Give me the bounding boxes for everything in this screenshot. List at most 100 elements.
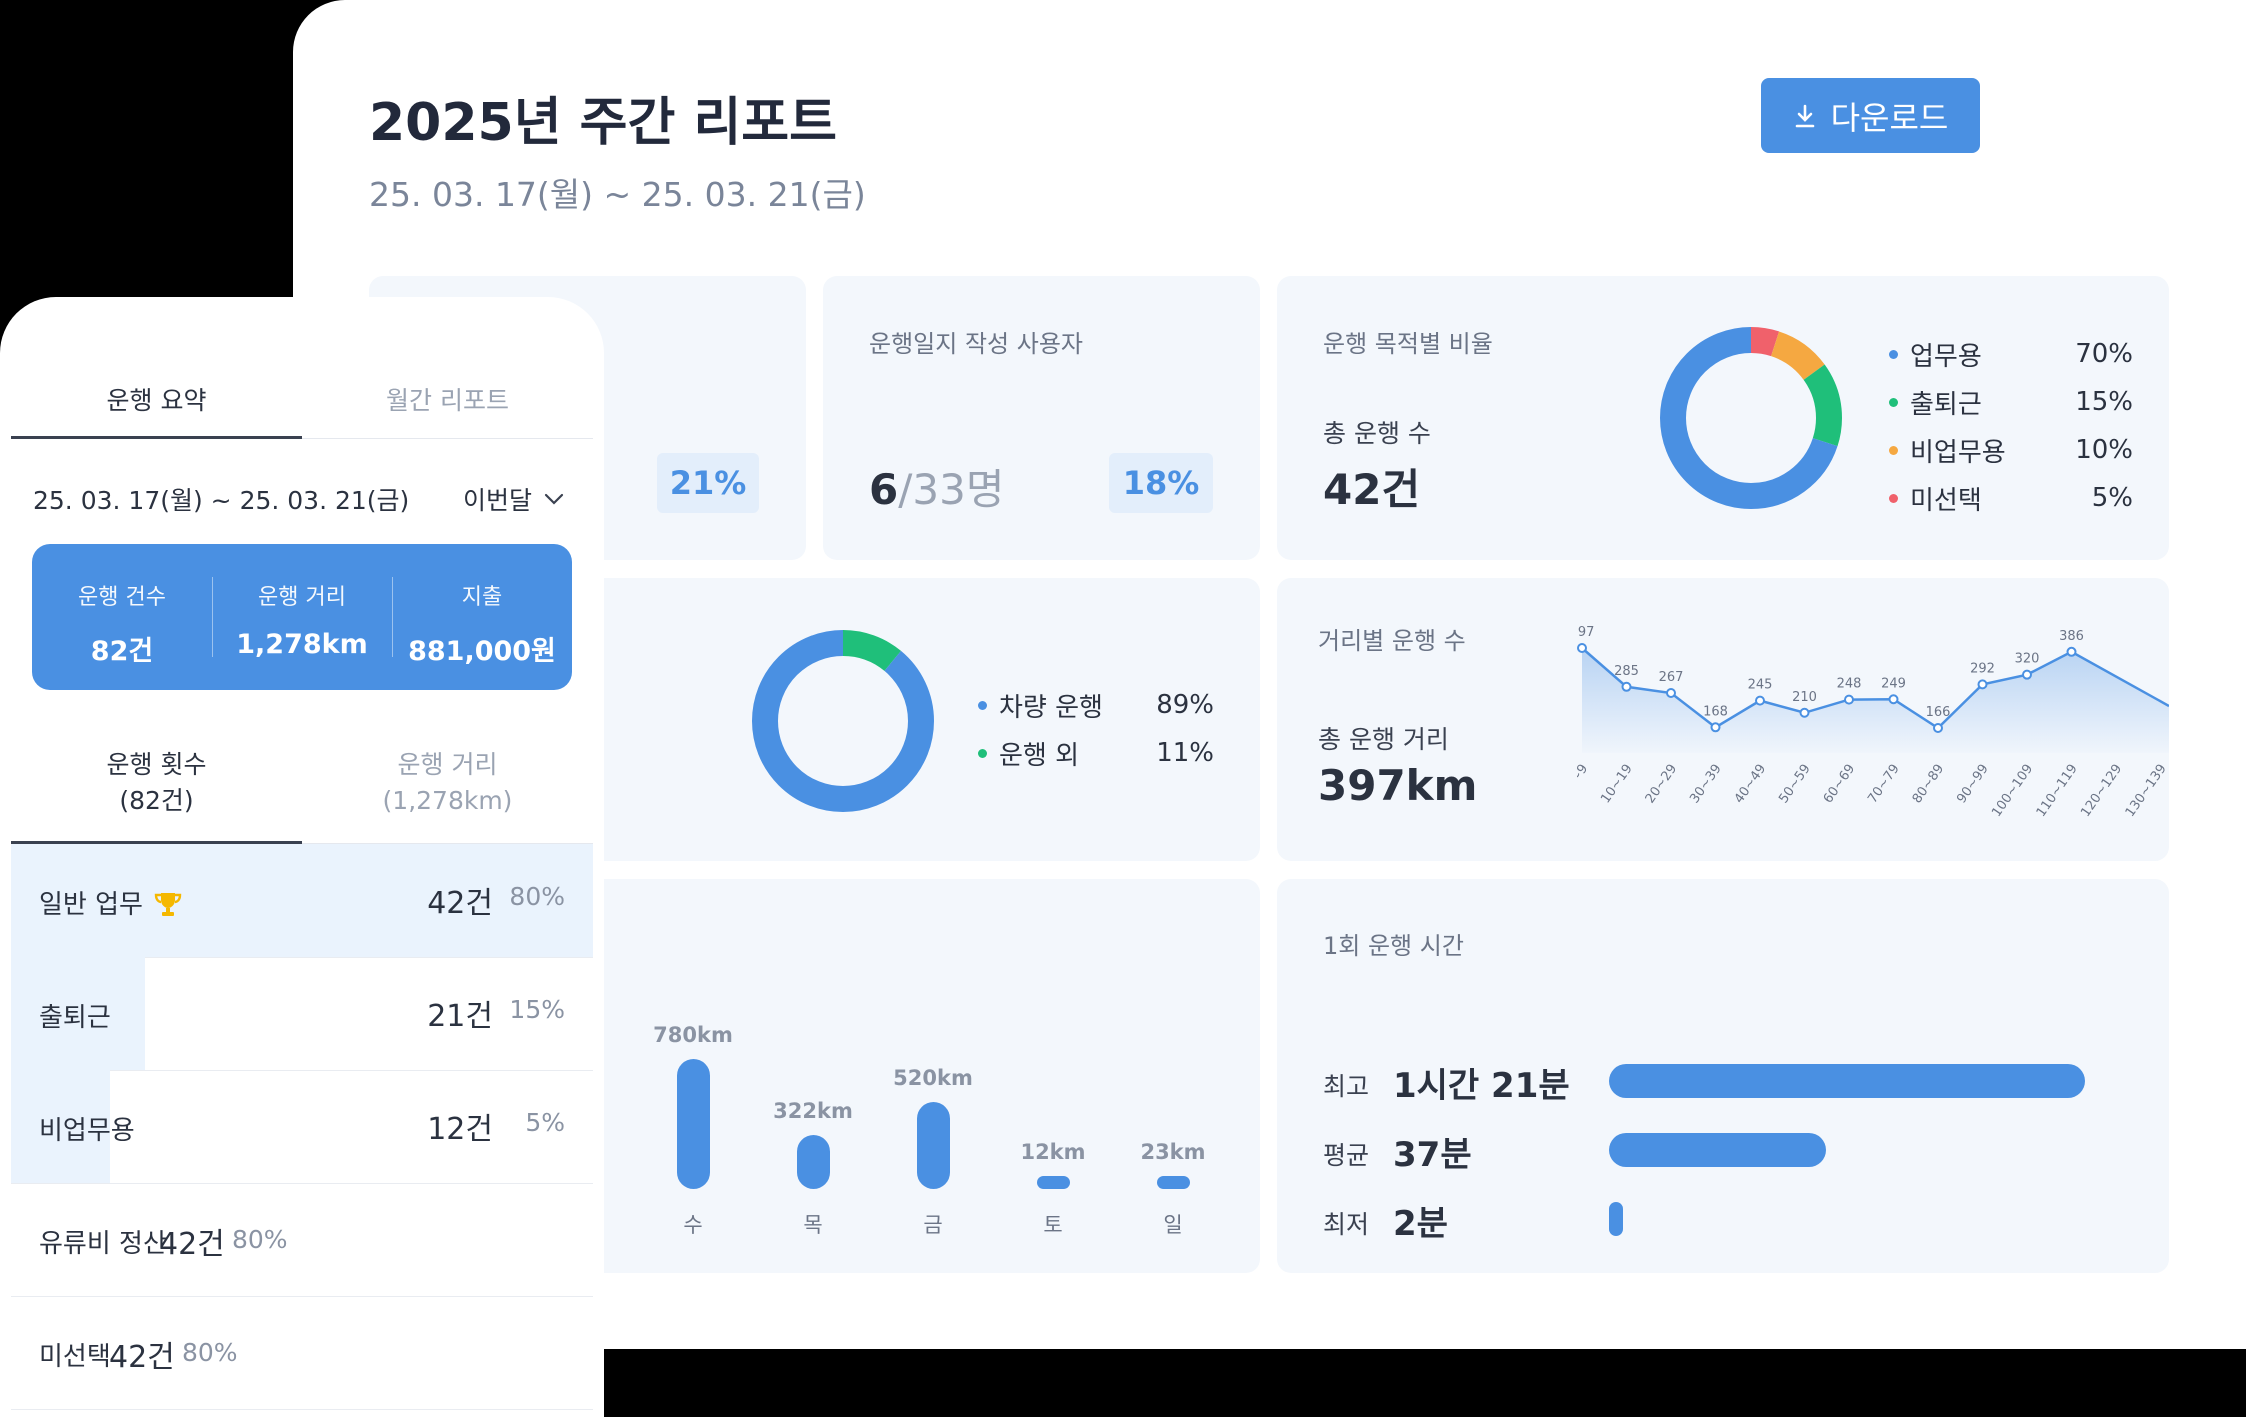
purpose-list-name: 유류비 정산 [39,1223,167,1260]
purpose-list-item[interactable]: 미선택 42건 80% [11,1296,593,1410]
bar-value-label: 780km [653,1023,733,1047]
x-tick-label: 130~139 [2123,762,2169,820]
drive-time-row-label: 최저 [1323,1210,1370,1239]
donut-segment-2 [1660,327,1842,509]
purpose-list-item[interactable]: 유류비 정산 42건 80% [11,1183,593,1297]
download-label: 다운로드 [1830,98,1949,137]
purpose-list-name: 미선택 [39,1336,111,1373]
bar-day-label: 수 [683,1213,703,1237]
legend-label: 출퇴근 [1910,389,1982,420]
drive-time-rows: 최고 1시간 21분 평균 37분 최저 2분 [1277,879,2169,1273]
x-tick-label: 20~29 [1643,762,1681,807]
tab-divider [11,438,593,439]
line-point [1977,679,1988,690]
line-point [1888,694,1899,705]
card-purpose-ratio: 운행 목적별 비율 총 운행 수 42건 업무용 70% 출퇴근 15% 비업무용 10%… [1277,276,2169,560]
x-tick-label: 0~9 [1577,762,1591,793]
x-tick-label: 100~109 [1989,762,2036,820]
x-tick-label: 90~99 [1954,762,1992,807]
legend-item: 운행 외 11% [978,729,1214,777]
drive-time-bar [1609,1133,1827,1167]
legend-label: 비업무용 [1910,437,2006,468]
tab-drive-summary[interactable]: 운행 요약 [106,386,207,415]
legend-dot [1889,493,1898,503]
bar-2 [917,1102,950,1189]
legend-item: 차량 운행 89% [978,681,1214,729]
legend-label: 차량 운행 [999,692,1103,723]
purpose-donut-chart [1660,327,1842,509]
diary-users-total: /33명 [898,465,1005,514]
legend-dot [1889,445,1898,455]
purpose-list-item[interactable]: 출퇴근 21건 15% [11,957,593,1071]
tab-monthly-report[interactable]: 월간 리포트 [386,386,509,415]
purpose-list-name-text: 비업무용 [39,1116,135,1146]
drive-time-bar [1609,1202,1623,1236]
summary-expense-label: 지출 [461,585,503,610]
subtab-drive-count[interactable]: 운행 횟수 (82건) [11,747,302,819]
legend-value: 10% [2075,435,2133,465]
purpose-list-name: 출퇴근 [39,997,111,1034]
summary-expense-value: 881,000원 [408,636,556,667]
bar-day-label: 토 [1043,1213,1063,1237]
bar-value-label: 23km [1140,1140,1206,1164]
diary-users-value: 6/33명 [869,456,1004,517]
trophy-icon [143,890,183,920]
distance-line-chart: 397 285 267 168 245 210 248 249 166 292 320 386 0~9 1… [1577,625,2169,820]
purpose-total-value: 42건 [1323,465,1421,514]
subtab-drive-distance[interactable]: 운행 거리 (1,278km) [302,747,593,819]
purpose-list-name-text: 일반 업무 [39,890,143,920]
phone-date-range: 25. 03. 17(월) ~ 25. 03. 21(금) [33,486,410,515]
x-tick-label: 110~119 [2034,762,2081,820]
drive-time-row-value: 2분 [1393,1204,1448,1244]
purpose-list-count: 42건 [427,886,493,921]
purpose-list-item[interactable]: 비업무용 12건 5% [11,1070,593,1184]
line-point [1933,723,1943,733]
bar-value-label: 520km [893,1066,973,1091]
legend-value: 5% [2091,483,2133,513]
vehicle-donut-chart [752,630,934,812]
bar-value-label: 322km [773,1099,853,1124]
summary-distance-label: 운행 거리 [258,585,346,610]
point-label: 292 [1970,661,1995,676]
purpose-list-fill [11,844,593,957]
period-dropdown[interactable]: 이번달 [463,481,564,517]
legend-value: 70% [2075,339,2133,369]
purpose-list-pct: 5% [525,1108,565,1137]
diary-users-badge: 18% [1109,453,1213,513]
point-label: 168 [1703,704,1728,719]
drive-time-bar [1609,1064,2085,1098]
download-icon [1795,104,1814,127]
x-tick-label: 10~19 [1598,762,1636,807]
drive-time-row-label: 최고 [1323,1072,1370,1101]
purpose-legend: 업무용 70% 출퇴근 15% 비업무용 10% 미선택 5% [1889,330,2133,522]
drive-time-label: 1회 운행 시간 [1323,932,1464,960]
distance-total-label: 총 운행 거리 [1318,725,1449,754]
donut-segment-1 [752,630,934,812]
distance-total-value: 397km [1318,761,1478,810]
legend-value: 11% [1156,738,1214,768]
download-button[interactable]: 다운로드 [1761,78,1980,153]
line-point [1799,707,1810,718]
summary-count-label: 운행 건수 [78,585,166,610]
tab-active-indicator [11,436,302,439]
card-diary-users: 운행일지 작성 사용자 6/33명 18% [823,276,1260,560]
drive-time-row-value: 37분 [1393,1135,1472,1175]
donut-segment-3 [1660,327,1842,509]
line-point [2022,669,2032,680]
legend-dot [978,748,987,758]
x-tick-label: 30~39 [1687,762,1725,807]
line-point [1666,688,1676,699]
legend-label: 운행 외 [999,740,1080,771]
card-drive-time: 1회 운행 시간 최고 1시간 21분 평균 37분 최저 2분 [1277,879,2169,1273]
subtab-divider [11,843,593,844]
subtab-drive-count-value: (82건) [119,786,194,815]
legend-label: 업무용 [1910,341,1982,372]
purpose-list-item[interactable]: 일반 업무 42건 80% [11,844,593,958]
summary-distance: 운행 거리 1,278km [212,544,392,690]
point-label: 248 [1837,677,1862,692]
purpose-list-count: 12건 [427,1112,493,1147]
legend-item: 비업무용 10% [1889,426,2133,474]
period-dropdown-value: 이번달 [463,486,533,515]
legend-dot [1889,349,1898,359]
x-tick-label: 60~69 [1821,762,1859,807]
